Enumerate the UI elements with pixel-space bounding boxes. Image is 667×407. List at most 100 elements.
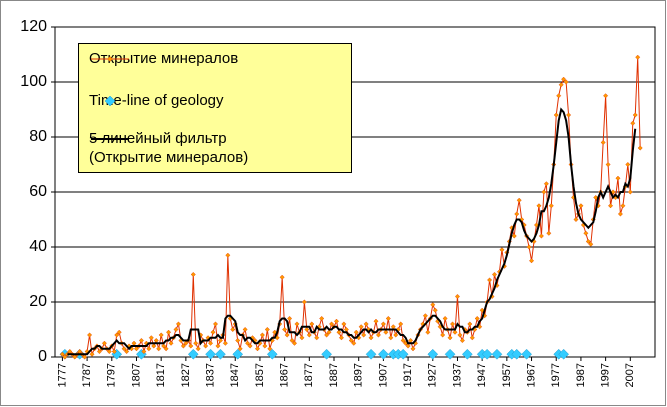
data-point [188, 343, 194, 349]
data-point [146, 346, 152, 352]
data-point [558, 82, 564, 88]
data-point [373, 318, 379, 324]
data-point [242, 327, 248, 332]
data-point [183, 340, 189, 346]
y-tick-label: 100 [20, 73, 47, 90]
data-point [410, 346, 416, 352]
data-point [208, 340, 214, 346]
data-point [62, 354, 68, 360]
data-point [627, 189, 633, 195]
data-point [474, 316, 480, 321]
data-point [603, 93, 609, 99]
data-point [329, 321, 335, 327]
data-point [553, 112, 559, 118]
data-point [380, 321, 386, 327]
data-point [585, 239, 591, 244]
data-point [526, 244, 532, 250]
timeline-point [232, 348, 244, 360]
data-point [375, 332, 381, 338]
data-point [388, 335, 394, 341]
data-point [363, 321, 369, 327]
data-point [536, 203, 542, 209]
data-point [578, 203, 584, 209]
data-point [467, 321, 473, 327]
timeline-point [205, 348, 216, 360]
legend: Открытие минералов Time-line of geology 5 … [78, 43, 352, 173]
data-point [385, 316, 391, 321]
data-point [440, 332, 446, 338]
data-point [217, 338, 223, 343]
legend-symbol [104, 95, 116, 107]
x-tick-label: 1857 [254, 363, 266, 387]
data-point [284, 332, 290, 338]
timeline-point [461, 348, 473, 360]
data-point [393, 332, 399, 338]
data-point [301, 299, 307, 305]
timeline-point [511, 348, 523, 360]
legend-item: Открытие минералов [89, 49, 294, 68]
data-point [87, 332, 93, 338]
data-point [348, 338, 354, 343]
data-point [89, 351, 95, 357]
data-point [430, 302, 436, 308]
data-point [173, 327, 179, 332]
data-point [563, 79, 569, 85]
x-tick-label: 1837 [204, 363, 216, 387]
data-point [225, 252, 231, 258]
data-point [630, 120, 636, 126]
timeline-point [491, 348, 503, 360]
y-tick-label: 20 [29, 293, 47, 310]
timeline-point [365, 348, 377, 360]
data-point [264, 327, 270, 332]
data-point [353, 329, 359, 335]
data-point [336, 329, 342, 335]
x-tick-label: 1997 [600, 363, 612, 387]
data-point [306, 332, 312, 338]
data-point [457, 332, 463, 338]
timeline-point [558, 348, 569, 360]
data-point [615, 175, 621, 181]
data-point [106, 349, 112, 354]
data-point [111, 349, 117, 354]
data-point [72, 354, 78, 360]
data-point [116, 329, 122, 335]
x-tick-label: 1847 [229, 363, 241, 387]
x-tick-label: 1797 [106, 363, 118, 387]
data-point [166, 329, 172, 335]
data-point [254, 346, 260, 352]
data-point [454, 294, 460, 299]
timeline-point [481, 348, 493, 360]
x-tick-label: 1897 [353, 363, 365, 387]
x-tick-label: 1957 [501, 363, 513, 387]
data-point [180, 343, 186, 349]
x-tick-label: 2007 [624, 363, 636, 387]
y-tick-label: 120 [20, 18, 47, 35]
data-point [294, 321, 300, 327]
x-tick-label: 1807 [130, 363, 142, 387]
data-point [141, 349, 147, 354]
legend-item: 5 линейный фильтр (Открытие минералов) [89, 129, 294, 167]
legend-marker [107, 56, 113, 62]
data-point [121, 346, 127, 352]
x-tick-label: 1927 [427, 363, 439, 387]
x-tick-label: 1777 [56, 363, 68, 387]
data-point [499, 247, 505, 253]
data-point [114, 332, 120, 338]
timeline-point [521, 348, 532, 360]
data-point [59, 351, 65, 357]
data-point [309, 321, 315, 327]
data-point [561, 76, 567, 82]
x-tick-label: 1947 [476, 363, 488, 387]
data-point [543, 181, 549, 187]
data-point [287, 316, 293, 321]
data-point [148, 335, 154, 341]
data-point [161, 343, 167, 349]
data-point [222, 340, 228, 346]
legend-label: 5 линейный фильтр (Открытие минералов) [89, 130, 249, 166]
moving-average-line [67, 107, 637, 356]
data-point [361, 332, 367, 338]
y-tick-label: 60 [29, 183, 47, 200]
data-point [304, 327, 310, 332]
data-point [583, 230, 589, 236]
data-point [492, 272, 497, 277]
